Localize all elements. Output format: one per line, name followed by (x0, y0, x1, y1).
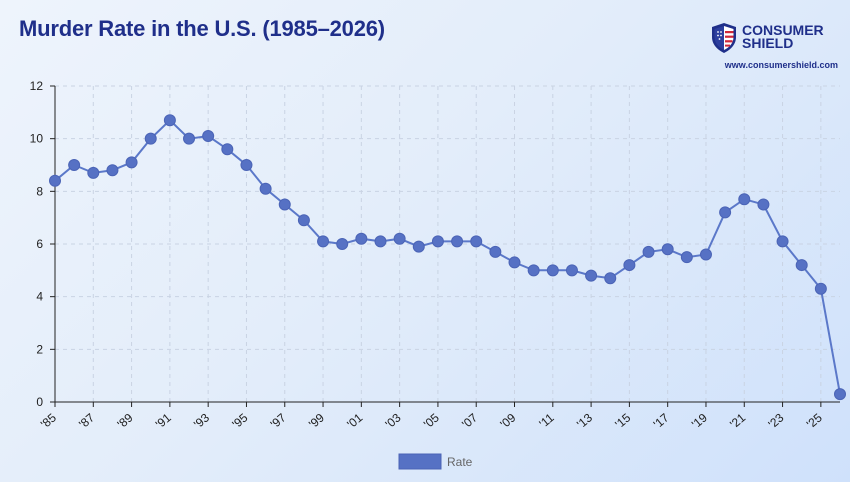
x-tick-label: '15 (612, 410, 633, 431)
x-tick-label: '95 (229, 410, 250, 431)
data-point (202, 130, 215, 143)
data-point (795, 259, 808, 272)
grid (54, 85, 840, 402)
data-point (355, 232, 368, 245)
data-point (144, 132, 157, 145)
y-tick-label: 8 (36, 184, 43, 198)
x-tick-label: '07 (459, 410, 480, 431)
data-point (470, 235, 483, 248)
x-tick-label: '89 (115, 410, 136, 431)
data-point (49, 174, 61, 187)
data-point (451, 235, 464, 248)
y-tick-label: 2 (36, 342, 43, 356)
y-tick-label: 0 (36, 395, 43, 409)
data-point (738, 193, 751, 206)
data-point (642, 245, 655, 258)
x-tick-label: '01 (344, 410, 365, 431)
shield-flag-icon (712, 23, 736, 53)
data-point (336, 238, 349, 250)
data-point (259, 182, 272, 195)
data-point (431, 235, 444, 248)
data-point (183, 132, 196, 145)
data-point (604, 272, 617, 285)
data-point (719, 206, 732, 219)
data-point (221, 143, 234, 156)
x-tick-label: '97 (268, 410, 289, 431)
x-tick-label: '99 (306, 410, 327, 431)
y-tick-label: 12 (30, 79, 44, 93)
data-point (125, 156, 138, 169)
x-tick-label: '23 (766, 410, 787, 431)
x-tick-label: '09 (497, 410, 518, 431)
data-point (565, 264, 578, 277)
y-tick-label: 10 (30, 132, 44, 146)
data-point (834, 388, 846, 401)
x-tick-label: '17 (651, 410, 672, 431)
brand-url[interactable]: www.consumershield.com (724, 60, 838, 70)
data-point (240, 159, 253, 171)
x-tick-label: '03 (383, 410, 404, 431)
brand-name: CONSUMER SHIELD (742, 22, 824, 51)
x-tick-label: '11 (536, 410, 557, 430)
data-point (661, 243, 674, 256)
data-point (680, 251, 693, 264)
x-tick-label: '87 (76, 410, 97, 431)
data-point (412, 240, 425, 253)
y-axis-ticks: 0 2 4 6 8 10 12 (30, 79, 55, 409)
x-tick-label: '85 (38, 410, 59, 431)
data-point (317, 235, 330, 248)
data-point (757, 198, 770, 211)
data-point (68, 159, 81, 171)
x-tick-label: '19 (689, 410, 710, 431)
data-point (699, 248, 712, 261)
chart-title: Murder Rate in the U.S. (1985–2026) (19, 16, 385, 41)
data-point (489, 245, 502, 258)
data-point (106, 164, 119, 177)
legend-swatch (398, 453, 442, 470)
data-point (814, 282, 827, 295)
y-tick-label: 6 (36, 237, 43, 251)
x-tick-label: '93 (191, 410, 212, 431)
series-rate (49, 114, 846, 401)
x-tick-label: '13 (574, 410, 595, 431)
x-axis-ticks: '85 '87 '89 '91 '93 '95 '97 '99 '01 '03 '05 '07 '09 '… (38, 402, 825, 431)
series-line-rate (54, 118, 841, 395)
x-tick-label: '05 (421, 410, 442, 431)
y-tick-label: 4 (36, 290, 43, 304)
data-point (623, 259, 636, 272)
x-tick-label: '21 (727, 410, 748, 431)
data-point (87, 166, 100, 179)
data-point (585, 269, 598, 282)
data-point (297, 214, 310, 227)
x-tick-label: '25 (804, 410, 825, 431)
data-point (508, 256, 521, 269)
data-point (776, 235, 789, 248)
legend-label-rate: Rate (447, 455, 473, 469)
legend[interactable]: Rate (398, 453, 473, 470)
data-point (546, 264, 559, 277)
data-point (374, 235, 387, 248)
data-point (163, 114, 176, 127)
data-point (527, 264, 540, 277)
brand-logo[interactable]: CONSUMER SHIELD www.consumershield.com (710, 22, 838, 72)
data-point (393, 232, 406, 245)
data-point (278, 198, 291, 211)
x-tick-label: '91 (153, 410, 174, 431)
